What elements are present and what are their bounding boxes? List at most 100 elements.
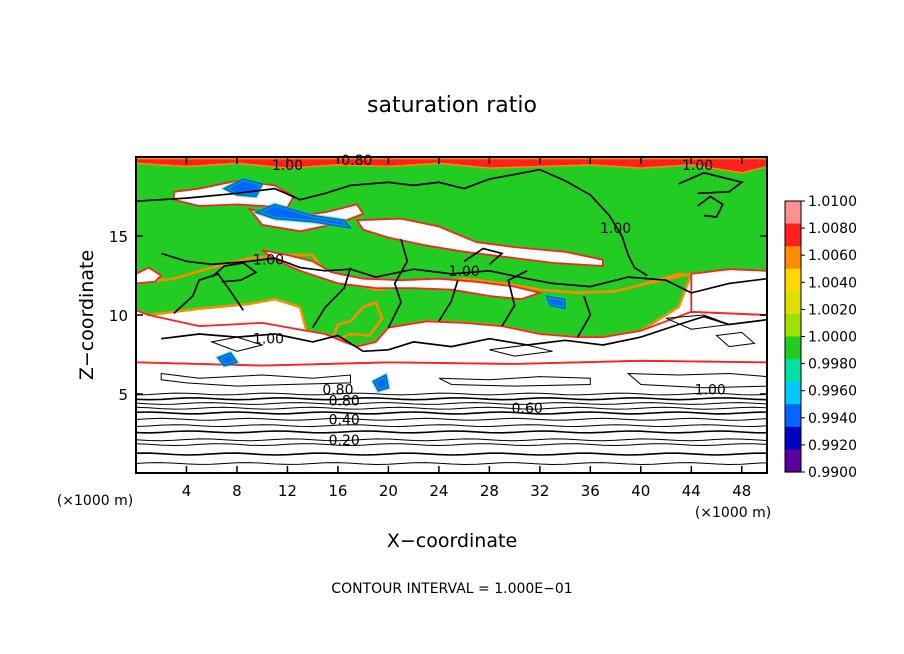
contour-line-level-3 xyxy=(136,438,767,442)
supersaturated-region-2 xyxy=(329,300,384,345)
contour-1-00-path-9 xyxy=(173,272,245,315)
y-tick-label-1: 10 xyxy=(109,307,128,325)
colorbar-segment-2 xyxy=(785,246,801,270)
contour-line-level-11 xyxy=(136,392,767,396)
x-unit-label-right: (×1000 m) xyxy=(695,505,771,521)
contour-1-00-path-12 xyxy=(678,171,744,195)
x-tick-label-8: 36 xyxy=(581,482,600,500)
contour-loop-0 xyxy=(160,372,351,387)
contour-line-level-4 xyxy=(136,430,767,434)
colorbar-segment-10 xyxy=(785,426,801,451)
colorbar-segment-8 xyxy=(785,381,801,405)
contour-label-5: 1.00 xyxy=(600,221,631,237)
colorbar-label-0: 1.0100 xyxy=(808,194,857,210)
contour-1-00-path-3 xyxy=(161,315,767,353)
y-tick-label-0: 5 xyxy=(118,386,128,404)
subsaturated-region-7 xyxy=(690,268,767,316)
colorbar-segment-1 xyxy=(785,223,801,247)
colorbar-label-4: 1.0020 xyxy=(808,302,857,318)
contour-1-00-path-7 xyxy=(501,270,528,327)
low-ratio-patch-halo-2 xyxy=(214,350,241,368)
contour-line-level-1 xyxy=(136,452,767,456)
contour-label-6: 1.00 xyxy=(253,332,284,348)
contour-1-00-path-11 xyxy=(463,247,504,266)
contour-loop-6 xyxy=(715,331,756,348)
colorbar: 1.0100 1.0080 1.0060 1.0040 1.0020 1.0000 0.99… xyxy=(784,194,857,481)
contour-line-level-9 xyxy=(136,402,767,405)
low-ratio-patch-2 xyxy=(216,351,239,367)
colorbar-label-6: 0.9980 xyxy=(808,357,857,373)
contour-label-3: 1.00 xyxy=(253,253,284,269)
colorbar-segment-9 xyxy=(785,404,801,428)
contour-line-level-7 xyxy=(136,411,767,415)
contour-label-2: 1.00 xyxy=(682,158,713,174)
x-tick-label-6: 28 xyxy=(480,482,499,500)
subsaturated-region-6 xyxy=(136,359,767,473)
chart-title: saturation ratio xyxy=(367,93,537,118)
contour-label-10: 0.20 xyxy=(329,433,360,449)
colorbar-label-7: 0.9960 xyxy=(808,384,857,400)
subsaturated-region-4 xyxy=(136,266,163,285)
contour-1-00-path-5 xyxy=(387,238,409,328)
contour-interval-note: CONTOUR INTERVAL = 1.000E−01 xyxy=(331,581,572,597)
contour-label-1: 0.80 xyxy=(341,153,372,169)
colorbar-label-8: 0.9940 xyxy=(808,411,857,427)
x-tick-label-3: 16 xyxy=(328,482,347,500)
subsaturated-region-3 xyxy=(261,249,544,301)
contour-line-level-2 xyxy=(136,443,767,447)
x-unit-label-left: (×1000 m) xyxy=(57,493,133,509)
y-axis-label: Z−coordinate xyxy=(76,250,98,380)
x-tick-label-7: 32 xyxy=(530,482,549,500)
colorbar-label-1: 1.0080 xyxy=(808,221,857,237)
contour-label-7: 0.80 xyxy=(322,382,353,398)
colorbar-segment-4 xyxy=(785,291,801,315)
contour-1-00-path-13 xyxy=(697,195,724,218)
low-ratio-patch-3 xyxy=(372,373,390,392)
x-tick-label-1: 8 xyxy=(232,482,242,500)
x-tick-label-2: 12 xyxy=(278,482,297,500)
colorbar-segment-11 xyxy=(785,449,801,473)
low-ratio-patch-4 xyxy=(545,295,566,310)
contour-1-00-path-0 xyxy=(136,168,540,203)
low-ratio-patch-halo-4 xyxy=(543,293,568,312)
contour-line-level-8 xyxy=(136,406,767,410)
contour-1-00-path-10 xyxy=(211,262,258,283)
x-tick-label-11: 48 xyxy=(732,482,751,500)
contour-line-level-6 xyxy=(136,417,767,421)
contour-loop-3 xyxy=(209,336,265,352)
x-axis-label: X−coordinate xyxy=(387,530,517,552)
x-tick-label-5: 24 xyxy=(429,482,448,500)
colorbar-segment-0 xyxy=(785,201,801,225)
contour-1-00-path-1 xyxy=(539,168,648,277)
contour-loop-1 xyxy=(438,376,591,387)
low-ratio-patch-1 xyxy=(253,203,353,230)
x-tick-label-4: 20 xyxy=(379,482,398,500)
low-ratio-patch-halo-1 xyxy=(250,202,356,231)
contour-1-00-path-4 xyxy=(311,267,352,329)
contour-1-00-path-8 xyxy=(576,295,592,338)
contour-line-level-5 xyxy=(136,424,767,428)
high-ratio-band-0 xyxy=(136,157,767,174)
contour-label-8: 0.80 xyxy=(329,393,360,409)
colorbar-label-10: 0.9900 xyxy=(808,465,857,481)
y-tick-label-2: 15 xyxy=(109,228,128,246)
colorbar-label-9: 0.9920 xyxy=(808,438,857,454)
contour-label-12: 1.00 xyxy=(695,382,726,398)
colorbar-segment-7 xyxy=(785,359,801,383)
contour-label-4: 1.00 xyxy=(449,264,480,280)
contour-1-00-path-6 xyxy=(438,279,459,322)
low-ratio-patch-halo-3 xyxy=(370,372,391,394)
contour-line-level-10 xyxy=(136,397,767,401)
contour-line-level-0 xyxy=(136,462,767,466)
contour-loop-4 xyxy=(489,344,553,357)
colorbar-label-2: 1.0060 xyxy=(808,248,857,264)
plot-area xyxy=(136,157,767,473)
colorbar-segment-3 xyxy=(785,268,801,292)
colorbar-segment-6 xyxy=(785,336,801,360)
contour-1-00-path-2 xyxy=(160,252,767,294)
x-tick-label-10: 44 xyxy=(682,482,701,500)
contour-label-0: 1.00 xyxy=(272,158,303,174)
x-tick-label-0: 4 xyxy=(182,482,192,500)
colorbar-label-5: 1.0000 xyxy=(808,330,857,346)
